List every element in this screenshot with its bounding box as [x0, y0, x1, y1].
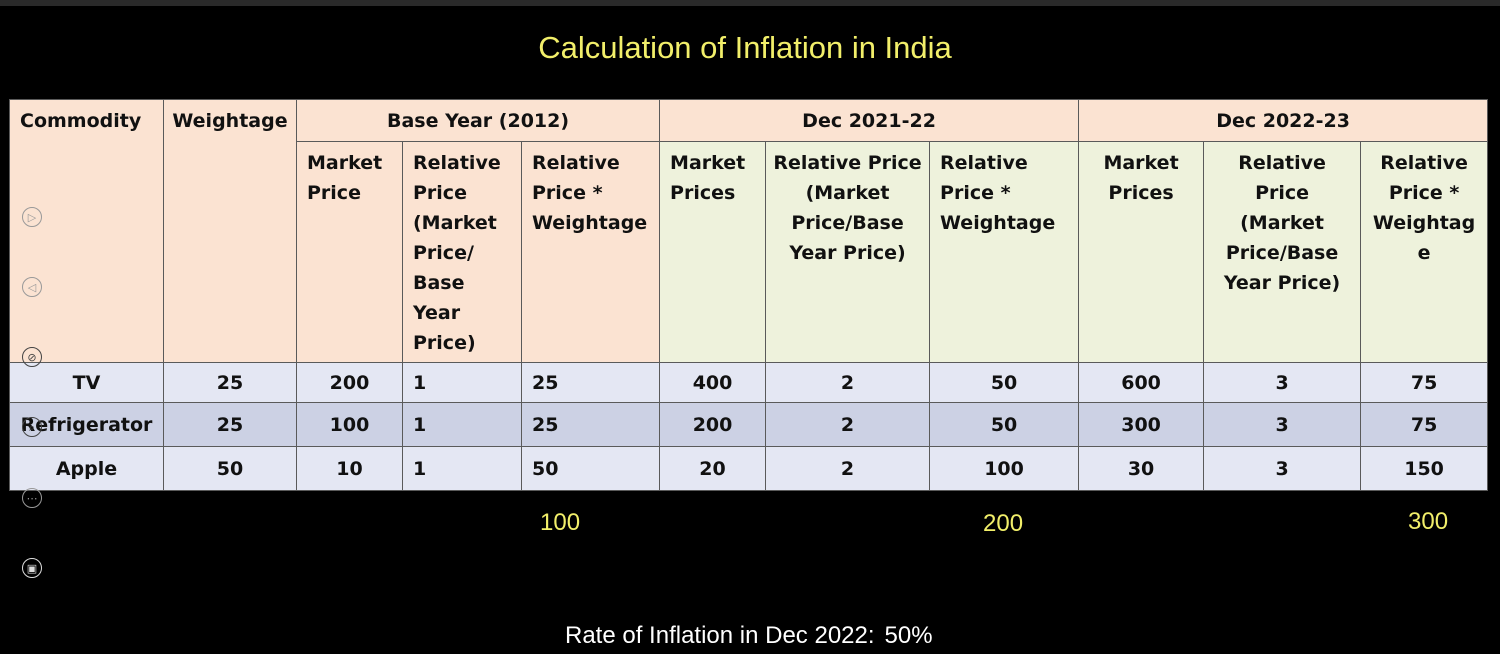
cell-dec22-relative: 3	[1203, 402, 1362, 447]
cell-base-price: 100	[296, 402, 403, 447]
cell-base-weighted: 50	[520, 446, 661, 491]
header-commodity: Commodity	[9, 99, 164, 363]
total-base-year: 100	[540, 509, 581, 536]
cell-dec22-relative: 3	[1203, 446, 1362, 491]
cell-base-price: 10	[296, 446, 403, 491]
inflation-rate-label: Rate of Inflation in Dec 2022:	[565, 622, 875, 649]
previous-slide-icon[interactable]: ◁	[22, 277, 42, 297]
subheader-dec22-relative-price: Relative Price (Market Price/Base Year Price…	[1203, 141, 1362, 363]
cell-dec22-price: 600	[1078, 362, 1205, 403]
cell-dec22-weighted: 150	[1360, 446, 1489, 491]
subheader-dec21-weighted: Relative Price * Weightage	[929, 141, 1080, 363]
cell-base-weighted: 25	[520, 362, 661, 403]
cell-dec21-price: 400	[659, 362, 767, 403]
cell-dec21-relative: 2	[765, 402, 931, 447]
cell-dec22-weighted: 75	[1360, 402, 1489, 447]
cell-dec21-relative: 2	[765, 446, 931, 491]
cell-dec21-weighted: 100	[929, 446, 1080, 491]
subheader-dec21-relative-price: Relative Price (Market Price/Base Year Pric…	[765, 141, 931, 363]
inflation-rate-value: 50%	[884, 622, 933, 649]
table-row: Refrigerator 25 100 1 25 200 2 50 300 3 …	[9, 402, 1489, 447]
table-row: Apple 50 10 1 50 20 2 100 30 3 150	[9, 446, 1489, 491]
cell-commodity: TV	[9, 362, 164, 403]
window-top-bar	[0, 0, 1500, 6]
cell-weightage: 25	[163, 402, 297, 447]
inflation-rate: Rate of Inflation in Dec 2022: 50%	[565, 622, 933, 650]
zoom-icon[interactable]: ⌕	[22, 417, 42, 437]
header-base-year: Base Year (2012)	[295, 99, 661, 142]
total-dec-2022-23: 300	[1408, 508, 1449, 535]
cell-dec21-price: 200	[659, 402, 767, 447]
cell-weightage: 25	[163, 362, 297, 403]
total-dec-2021-22: 200	[983, 510, 1024, 537]
cell-base-relative: 1	[402, 362, 522, 403]
cell-base-weighted: 25	[520, 402, 661, 447]
table-row: TV 25 200 1 25 400 2 50 600 3 75	[9, 362, 1489, 403]
subheader-dec22-market-prices: Market Prices	[1078, 141, 1205, 363]
subheader-dec22-weighted: Relative Price * Weightag e	[1360, 141, 1489, 363]
more-options-icon[interactable]: ⋯	[22, 488, 42, 508]
cell-dec22-relative: 3	[1203, 362, 1362, 403]
next-slide-icon[interactable]: ▷	[22, 207, 42, 227]
slide-title: Calculation of Inflation in India	[538, 30, 952, 65]
cell-dec21-weighted: 50	[929, 362, 1080, 403]
subheader-base-market-price: Market Price	[296, 141, 403, 363]
cell-dec22-price: 30	[1078, 446, 1205, 491]
inflation-table: Commodity Weightage Base Year (2012) Dec…	[9, 99, 1489, 491]
subheader-base-weighted: Relative Price * Weightage	[520, 141, 661, 363]
header-dec-2021-22: Dec 2021-22	[659, 99, 1080, 142]
cell-dec21-price: 20	[659, 446, 767, 491]
cell-dec22-weighted: 75	[1360, 362, 1489, 403]
header-weightage: Weightage	[163, 99, 297, 363]
cell-dec22-price: 300	[1078, 402, 1205, 447]
cell-dec21-relative: 2	[765, 362, 931, 403]
pen-icon[interactable]: ⊘	[22, 347, 42, 367]
subheader-dec21-market-prices: Market Prices	[659, 141, 767, 363]
cell-dec21-weighted: 50	[929, 402, 1080, 447]
subheader-base-relative-price: Relative Price (Market Price/Base Year Price)	[402, 141, 522, 363]
cell-base-relative: 1	[402, 446, 522, 491]
cell-base-relative: 1	[402, 402, 522, 447]
cell-commodity: Apple	[9, 446, 164, 491]
cell-weightage: 50	[163, 446, 297, 491]
cell-base-price: 200	[296, 362, 403, 403]
header-dec-2022-23: Dec 2022-23	[1078, 99, 1489, 142]
screen-view-icon[interactable]: ▣	[22, 558, 42, 578]
